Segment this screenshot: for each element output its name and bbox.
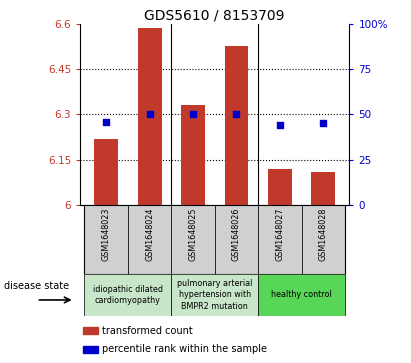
Text: transformed count: transformed count xyxy=(102,326,192,335)
Point xyxy=(103,119,109,125)
Bar xyxy=(171,205,215,274)
Bar xyxy=(85,274,171,316)
Text: GSM1648028: GSM1648028 xyxy=(319,207,328,261)
Bar xyxy=(224,46,248,205)
Text: percentile rank within the sample: percentile rank within the sample xyxy=(102,344,267,354)
Bar xyxy=(268,169,292,205)
Point xyxy=(233,111,240,117)
Text: healthy control: healthy control xyxy=(271,290,332,299)
Text: idiopathic dilated
cardiomyopathy: idiopathic dilated cardiomyopathy xyxy=(93,285,163,305)
Bar xyxy=(94,139,118,205)
Bar xyxy=(128,205,171,274)
Point xyxy=(190,111,196,117)
Text: GSM1648026: GSM1648026 xyxy=(232,207,241,261)
Bar xyxy=(215,205,258,274)
Bar xyxy=(171,274,258,316)
Bar xyxy=(85,205,128,274)
Text: GSM1648027: GSM1648027 xyxy=(275,207,284,261)
Text: GSM1648024: GSM1648024 xyxy=(145,207,154,261)
Bar xyxy=(83,327,98,334)
Text: pulmonary arterial
hypertension with
BMPR2 mutation: pulmonary arterial hypertension with BMP… xyxy=(177,280,252,310)
Text: disease state: disease state xyxy=(4,281,69,291)
Text: GSM1648023: GSM1648023 xyxy=(102,207,111,261)
Bar xyxy=(181,105,205,205)
Bar xyxy=(83,346,98,353)
Title: GDS5610 / 8153709: GDS5610 / 8153709 xyxy=(145,8,285,23)
Bar xyxy=(138,28,162,205)
Bar xyxy=(302,205,345,274)
Point xyxy=(277,122,283,128)
Bar xyxy=(258,274,345,316)
Text: GSM1648025: GSM1648025 xyxy=(189,207,198,261)
Point xyxy=(320,121,327,126)
Point xyxy=(146,111,153,117)
Bar xyxy=(312,172,335,205)
Bar xyxy=(258,205,302,274)
